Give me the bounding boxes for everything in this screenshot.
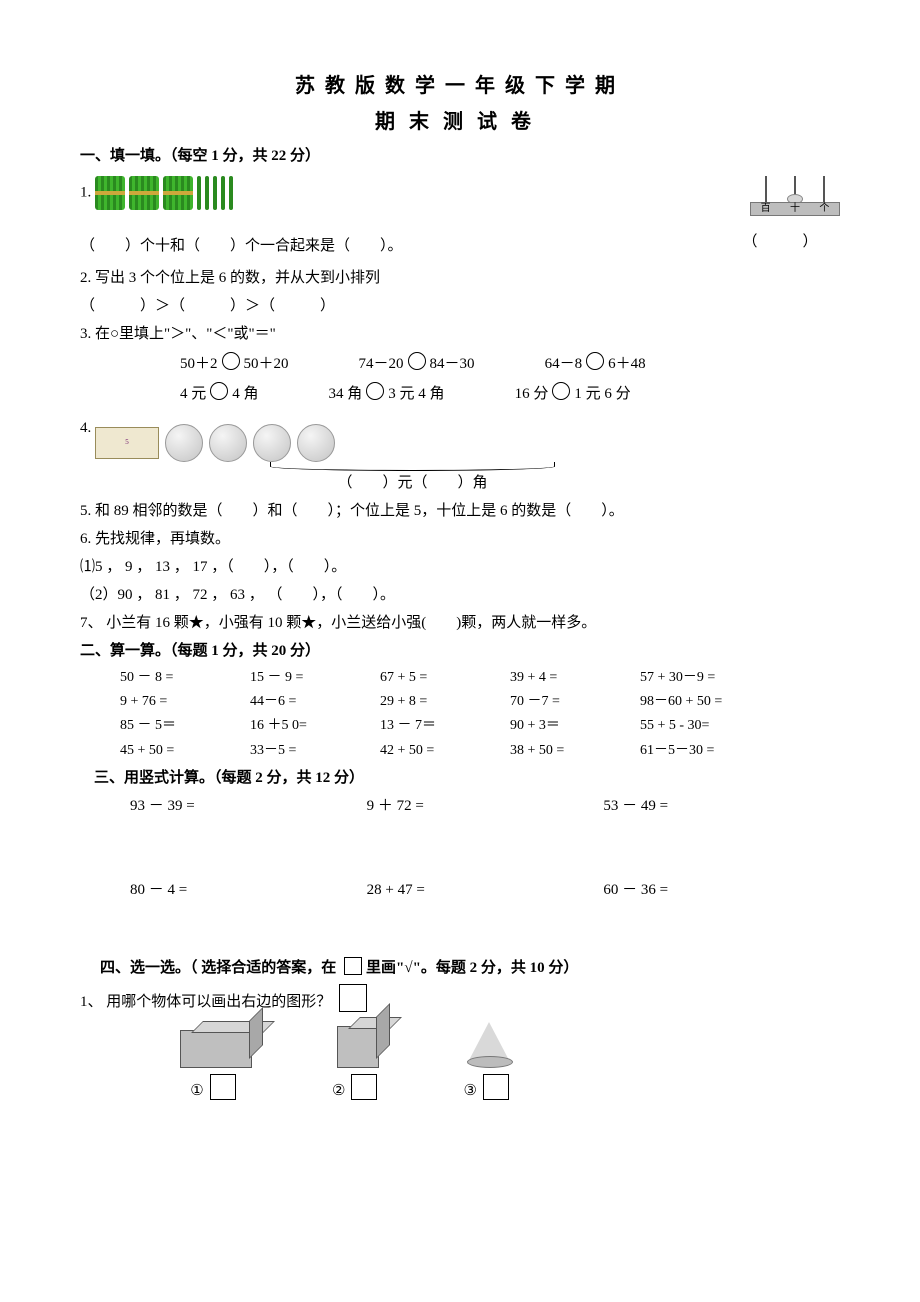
checkbox-3[interactable] xyxy=(483,1074,509,1100)
vert-item: 28 + 47 = xyxy=(367,878,604,902)
target-square xyxy=(339,984,367,1012)
q6-text: 先找规律，再填数。 xyxy=(95,531,230,547)
section-2-head: 二、算一算。（每题 1 分，共 20 分） xyxy=(80,639,840,663)
q3r1e: 64－8 xyxy=(545,356,583,372)
q2-blanks: （ ）＞（ ）＞（ ） xyxy=(80,294,840,318)
s4q1-num: 1、 xyxy=(80,994,103,1010)
calc-cell: 16 ＋5 0= xyxy=(250,715,380,737)
calc-cell: 29 + 8 = xyxy=(380,691,510,713)
title-line-2: 期末测试卷 xyxy=(80,106,840,138)
q6-num: 6. xyxy=(80,531,91,547)
q3-text: 在○里填上"＞"、"＜"或"＝" xyxy=(95,326,276,342)
calc-cell: 85 － 5＝ xyxy=(120,715,250,737)
calc-cell: 13 － 7＝ xyxy=(380,715,510,737)
q3r1f: 6＋48 xyxy=(608,356,646,372)
q5-text: 和 89 相邻的数是（ ）和（ ）；个位上是 5，十位上是 6 的数是（ ）。 xyxy=(95,503,624,519)
square-icon xyxy=(344,957,362,975)
q3r2c: 34 角 xyxy=(329,386,363,402)
q3r2f: 1 元 6 分 xyxy=(574,386,630,402)
calc-cell: 9 + 76 = xyxy=(120,691,250,713)
calc-cell: 90 + 3＝ xyxy=(510,715,640,737)
vert-item: 80 － 4 = xyxy=(130,878,367,902)
q4-money: 5 xyxy=(95,424,335,462)
vert-item: 53 － 49 = xyxy=(603,794,840,818)
q2-num: 2. xyxy=(80,270,91,286)
q1-num: 1. xyxy=(80,184,91,200)
shapes-row: ① ② ③ xyxy=(180,1022,840,1103)
abacus-label-o: 个 xyxy=(819,201,829,217)
section-3-head: 三、用竖式计算。（每题 2 分，共 12 分） xyxy=(94,766,840,790)
calc-cell: 33－5 = xyxy=(250,740,380,762)
vert-item: 93 － 39 = xyxy=(130,794,367,818)
checkbox-1[interactable] xyxy=(210,1074,236,1100)
abacus-label-t: 十 xyxy=(790,201,800,217)
coin-2 xyxy=(209,424,247,462)
checkbox-2[interactable] xyxy=(351,1074,377,1100)
coin-4 xyxy=(297,424,335,462)
vertical-grid: 93 － 39 = 9 ＋ 72 = 53 － 49 = 80 － 4 = 28… xyxy=(130,794,840,902)
section-4-head: 四、选一选。（ 选择合适的答案，在 里画"√"。每题 2 分，共 10 分） xyxy=(100,956,840,980)
s4-head-a: 四、选一选。（ 选择合适的答案，在 xyxy=(100,960,340,976)
q2-text: 写出 3 个个位上是 6 的数，并从大到小排列 xyxy=(95,270,380,286)
q3r2a: 4 元 xyxy=(180,386,206,402)
banknote-5: 5 xyxy=(95,427,159,459)
opt-2: ② xyxy=(332,1083,345,1099)
q5-num: 5. xyxy=(80,503,91,519)
q3r1a: 50＋2 xyxy=(180,356,218,372)
q3-row1: 50＋2 50＋20 74－20 84－30 64－8 6＋48 xyxy=(180,352,840,376)
calc-cell: 45 + 50 = xyxy=(120,740,250,762)
s4q1-text: 用哪个物体可以画出右边的图形？ xyxy=(106,994,331,1010)
coin-3 xyxy=(253,424,291,462)
q4-brace: （ ）元（ ）角 xyxy=(270,462,555,495)
calc-cell: 61－5－30 = xyxy=(640,740,800,762)
section-1-head: 一、填一填。（每空 1 分，共 22 分） xyxy=(80,144,840,168)
cuboid-shape xyxy=(180,1030,252,1068)
calc-cell: 50 － 8 = xyxy=(120,667,250,689)
calc-cell: 70 －7 = xyxy=(510,691,640,713)
q1-abacus-blank: （ ） xyxy=(720,230,840,254)
calc-cell: 38 + 50 = xyxy=(510,740,640,762)
q7-text: 小兰有 16 颗★，小强有 10 颗★，小兰送给小强( )颗，两人就一样多。 xyxy=(106,615,596,631)
opt-1: ① xyxy=(190,1083,203,1099)
q3r1c: 74－20 xyxy=(359,356,404,372)
s4-head-b: 里画"√"。每题 2 分，共 10 分） xyxy=(366,960,578,976)
q1-bundles xyxy=(95,176,233,210)
vert-item: 60 － 36 = xyxy=(603,878,840,902)
abacus-label-h: 百 xyxy=(761,201,771,217)
title-line-1: 苏教版数学一年级下学期 xyxy=(80,70,840,102)
q7-num: 7、 xyxy=(80,615,103,631)
q6-p2: （2）90 ， 81 ， 72 ， 63 ， （ ），（ ）。 xyxy=(80,583,840,607)
vert-item: 9 ＋ 72 = xyxy=(367,794,604,818)
calc-cell: 42 + 50 = xyxy=(380,740,510,762)
calc-cell: 44－6 = xyxy=(250,691,380,713)
calc-grid: 50 － 8 = 15 － 9 = 67 + 5 = 39 + 4 = 57 +… xyxy=(120,667,840,763)
q3r2d: 3 元 4 角 xyxy=(388,386,444,402)
q1-text: （ ）个十和（ ）个一合起来是（ ）。 xyxy=(80,234,720,258)
q3-row2: 4 元 4 角 34 角 3 元 4 角 16 分 1 元 6 分 xyxy=(180,382,840,406)
q3r1b: 50＋20 xyxy=(244,356,289,372)
calc-cell: 98－60 + 50 = xyxy=(640,691,800,713)
calc-cell: 15 － 9 = xyxy=(250,667,380,689)
q1-abacus: 百 十 个 xyxy=(750,172,840,230)
q3r2e: 16 分 xyxy=(515,386,549,402)
calc-cell: 57 + 30－9 = xyxy=(640,667,800,689)
cube-shape xyxy=(337,1026,379,1068)
q3r1d: 84－30 xyxy=(430,356,475,372)
cone-shape xyxy=(467,1022,511,1064)
opt-3: ③ xyxy=(463,1083,476,1099)
calc-cell: 55 + 5 - 30= xyxy=(640,715,800,737)
q3-num: 3. xyxy=(80,326,91,342)
coin-1 xyxy=(165,424,203,462)
calc-cell: 39 + 4 = xyxy=(510,667,640,689)
q4-brace-text: （ ）元（ ）角 xyxy=(270,471,555,495)
q3r2b: 4 角 xyxy=(232,386,258,402)
q6-p1: ⑴5 ， 9 ， 13 ， 17 ，（ ），（ ）。 xyxy=(80,555,840,579)
q4-num: 4. xyxy=(80,420,91,436)
calc-cell: 67 + 5 = xyxy=(380,667,510,689)
